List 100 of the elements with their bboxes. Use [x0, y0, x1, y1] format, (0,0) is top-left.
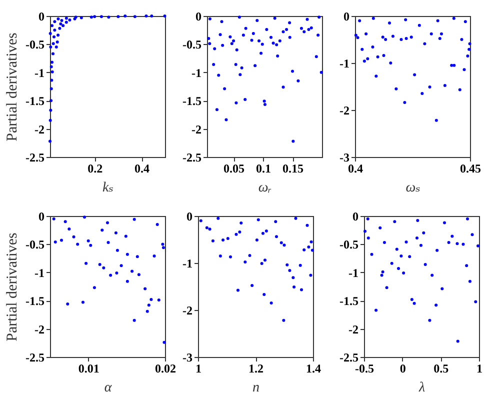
point: [126, 280, 129, 283]
point: [272, 42, 275, 45]
point: [50, 99, 53, 102]
x-axis-title: α: [104, 380, 112, 396]
point: [48, 140, 52, 143]
x-tick-label: 0.4: [348, 162, 363, 176]
point: [307, 28, 310, 32]
point: [318, 16, 321, 19]
point: [470, 233, 474, 236]
point: [436, 248, 439, 252]
point: [288, 21, 292, 24]
y-tick-label: -0.5: [340, 238, 358, 252]
point: [54, 46, 58, 49]
point: [59, 22, 62, 26]
x-tick-label: 0.1: [256, 162, 272, 176]
point: [395, 248, 398, 251]
point: [240, 222, 243, 225]
point: [385, 286, 388, 290]
point: [217, 74, 220, 77]
point: [136, 255, 139, 258]
x-axis-title: λ: [418, 380, 426, 396]
point: [147, 304, 150, 307]
point: [310, 248, 314, 252]
point: [260, 262, 264, 265]
point: [264, 230, 268, 233]
point: [456, 340, 460, 343]
y-tick-label: -1: [34, 266, 44, 280]
point: [374, 74, 378, 78]
point: [49, 46, 52, 49]
x-tick-label: 0.2: [88, 162, 103, 176]
y-tick-label: -1.5: [26, 94, 44, 108]
point: [58, 26, 62, 30]
point: [430, 32, 433, 36]
point: [410, 36, 413, 39]
point: [306, 224, 309, 227]
point: [235, 48, 238, 52]
point: [109, 274, 112, 277]
point: [163, 14, 166, 18]
point: [393, 220, 396, 224]
point: [363, 230, 366, 233]
point: [371, 46, 374, 49]
point: [258, 39, 261, 42]
point: [424, 263, 427, 266]
point: [378, 226, 382, 230]
point: [447, 241, 450, 244]
point: [403, 100, 406, 104]
point: [53, 20, 56, 24]
point: [244, 260, 247, 264]
point: [434, 118, 438, 122]
point: [260, 42, 264, 46]
point: [222, 238, 225, 242]
point: [434, 304, 438, 307]
point: [278, 39, 282, 42]
point: [240, 66, 244, 70]
point: [248, 254, 252, 257]
point: [397, 266, 400, 270]
point: [250, 284, 254, 288]
point: [132, 218, 136, 221]
point: [288, 269, 292, 272]
point: [102, 266, 106, 270]
point: [157, 298, 160, 302]
point: [68, 18, 72, 22]
x-tick-label: 0.45: [460, 162, 481, 176]
x-axis-title: ωₛ: [406, 180, 421, 196]
point: [234, 101, 238, 104]
point: [391, 34, 394, 38]
point: [274, 220, 278, 224]
y-tick-label: -0.5: [26, 238, 44, 252]
point: [56, 17, 60, 20]
point: [252, 32, 255, 35]
point: [80, 16, 83, 20]
point: [107, 16, 110, 19]
y-tick-label: -2: [348, 322, 358, 336]
point: [356, 36, 360, 40]
point: [116, 248, 119, 252]
y-tick-label: -3: [182, 350, 192, 364]
point: [66, 302, 70, 306]
point: [376, 55, 380, 58]
y-tick-label: -2.5: [182, 150, 202, 164]
point: [60, 238, 63, 242]
point: [468, 42, 472, 46]
point: [215, 108, 218, 112]
point: [466, 54, 470, 58]
point: [230, 42, 234, 46]
point: [292, 285, 296, 288]
point: [213, 47, 216, 50]
point: [98, 263, 102, 266]
y-tick-label: -2: [34, 322, 44, 336]
point: [358, 19, 362, 22]
point: [465, 264, 468, 268]
point: [64, 220, 67, 224]
point: [146, 310, 149, 313]
y-tick-label: 0: [186, 210, 192, 224]
y-tick-label: -0.5: [26, 38, 44, 52]
point: [394, 87, 398, 90]
point: [48, 32, 52, 35]
point: [468, 280, 472, 283]
point: [56, 34, 60, 37]
point: [120, 264, 123, 268]
point: [261, 232, 264, 235]
